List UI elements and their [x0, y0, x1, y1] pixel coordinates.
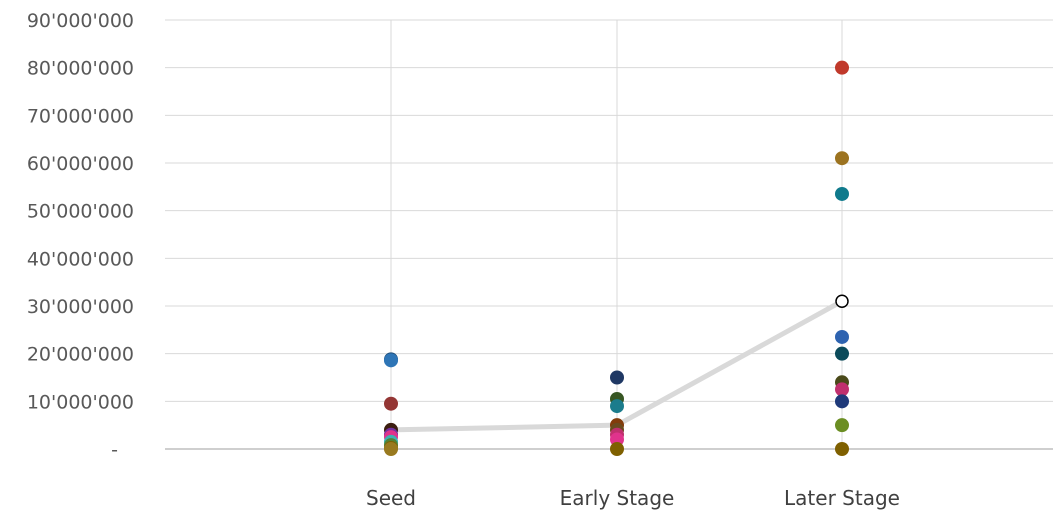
data-point	[835, 186, 849, 201]
y-tick-label: 90'000'000	[27, 10, 134, 32]
data-point	[610, 399, 624, 414]
x-tick-label: Early Stage	[560, 486, 675, 510]
y-tick-label: 30'000'000	[27, 296, 134, 318]
data-point	[835, 418, 849, 433]
data-point	[835, 394, 849, 409]
data-point	[835, 346, 849, 361]
y-tick-label: 50'000'000	[27, 201, 134, 223]
data-point	[384, 442, 398, 456]
data-point	[384, 353, 398, 368]
y-tick-label: 80'000'000	[27, 58, 134, 80]
y-tick-label: 20'000'000	[27, 344, 134, 366]
data-point	[835, 382, 849, 397]
y-tick-label: 10'000'000	[27, 391, 134, 413]
y-tick-label: 60'000'000	[27, 153, 134, 175]
data-point	[835, 329, 849, 344]
average-marker	[835, 294, 849, 308]
x-tick-label: Later Stage	[784, 486, 900, 510]
data-point	[610, 370, 624, 385]
y-tick-label: 70'000'000	[27, 105, 134, 127]
data-point	[835, 60, 849, 75]
y-axis-tick-labels: - 10'000'000 20'000'000 30'000'000 40'000'00…	[27, 10, 134, 461]
y-tick-label: 40'000'000	[27, 248, 134, 270]
x-axis-tick-labels: Seed Early Stage Later Stage	[366, 486, 900, 510]
x-tick-label: Seed	[366, 486, 416, 510]
data-points	[384, 60, 849, 456]
data-point	[835, 442, 849, 456]
data-point	[835, 151, 849, 166]
y-tick-label: -	[111, 439, 118, 461]
average-markers	[835, 294, 849, 308]
data-point	[384, 396, 398, 411]
data-point	[610, 442, 624, 456]
gridlines	[165, 19, 1053, 450]
